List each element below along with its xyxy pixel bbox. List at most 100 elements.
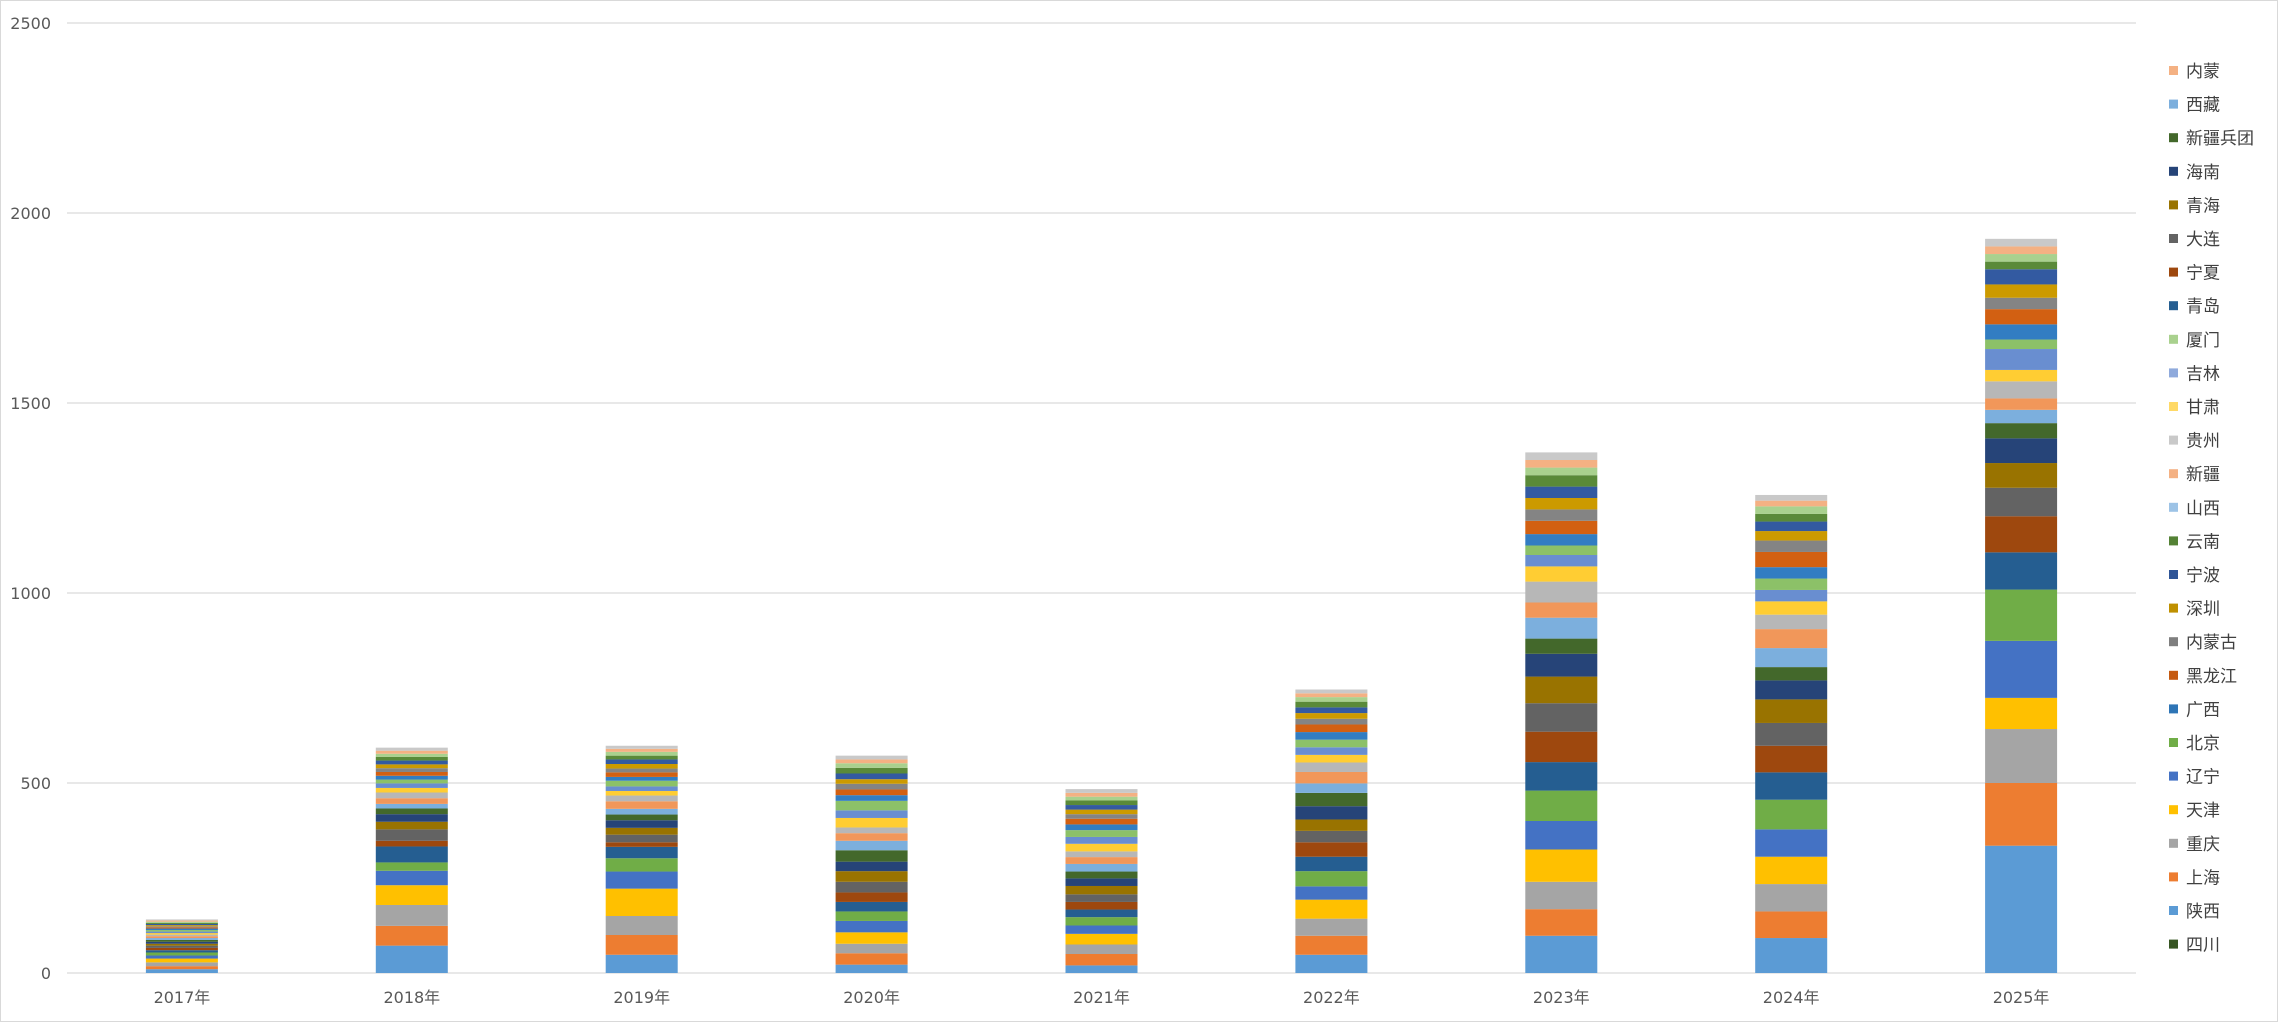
bar-segment [605,827,678,835]
bar-segment [835,840,908,851]
legend-label: 重庆 [2186,835,2220,855]
bar-segment [835,833,908,841]
bar-segment [835,827,908,834]
bar-segment [145,941,218,944]
legend-label: 青岛 [2186,297,2220,317]
legend-label: 青海 [2186,196,2220,216]
bar-segment [1755,494,1828,501]
bar-segment [605,790,678,796]
legend-swatch [2169,200,2178,210]
legend-swatch [2169,402,2178,411]
bar-segment [835,779,908,784]
bar-segment [1525,545,1598,555]
legend-label: 海南 [2186,163,2220,183]
y-axis-tick-labels: 0 500 1000 1500 2000 2500 [10,14,51,983]
bar-segment [605,834,678,843]
bar-segment [1985,438,2058,464]
bar-segment [145,919,218,921]
bar-segment [1295,886,1368,900]
legend-swatch [2169,771,2178,781]
bar-segment [1985,697,2058,730]
bar-segment [1065,917,1138,926]
bar-segment [605,808,678,815]
bar-segment [1985,398,2058,410]
bar-segment [1295,954,1368,973]
bar-segment [1295,697,1368,702]
bar-segment [835,767,908,774]
bar-segment [1985,284,2058,298]
bar-segment [605,795,678,802]
bar-segment [145,930,218,932]
legend-swatch [2169,603,2178,613]
legend-swatch [2169,469,2178,479]
bar-segment [1985,339,2058,350]
bar-segment [1065,933,1138,945]
bar-segment [1295,762,1368,772]
bar-segment [1525,602,1598,618]
bar-segment [1755,799,1828,830]
legend-label: 西藏 [2186,96,2220,116]
bar-segment [1985,463,2058,488]
bar-segment [1755,531,1828,541]
bar-segment [375,862,448,871]
legend-label: 新疆兵团 [2186,129,2254,149]
bar-segment [1525,467,1598,476]
legend-label: 天津 [2186,801,2220,821]
bar-segment [1065,843,1138,852]
bar-segment [1985,324,2058,340]
legend-label: 厦门 [2186,331,2220,351]
bar-segment [1985,423,2058,439]
bar-segment [1525,790,1598,821]
bar-segment [1065,851,1138,858]
x-tick-label: 2021年 [1073,988,1130,1007]
bar-segment [1295,707,1368,714]
bar-segment [1985,487,2058,517]
bar-segment [835,800,908,811]
y-tick-label: 1500 [10,394,51,413]
bar-segment [1065,901,1138,910]
bar-segment [1525,762,1598,791]
legend-label: 上海 [2186,868,2220,888]
bar-segment [1295,771,1368,784]
x-tick-label: 2019年 [613,988,670,1007]
bar-segment [375,829,448,841]
bar-segment [1065,809,1138,815]
x-tick-label: 2020年 [843,988,900,1007]
legend-label: 宁夏 [2186,264,2220,284]
bar-segment [1755,745,1828,773]
bar-segment [605,748,678,752]
bar-segment [1295,718,1368,725]
bar-segment [605,888,678,916]
x-tick-label: 2024年 [1763,988,1820,1007]
legend-label: 贵州 [2186,432,2220,452]
legend-swatch [2169,334,2178,344]
bar-segment [835,817,908,828]
bar-segment [1295,899,1368,919]
y-tick-label: 1000 [10,584,51,603]
bar-segment [375,756,448,761]
bar-segment [1065,796,1138,801]
bar-segment [145,931,218,934]
bar-segment [605,820,678,828]
bar-segment [835,810,908,818]
bar-segment [1065,836,1138,844]
bar-segment [1065,925,1138,934]
bar-segment [1755,722,1828,746]
bar-segment [1065,878,1138,886]
bar-segment [1065,805,1138,810]
legend-swatch [2169,872,2178,882]
bar-segment [1525,566,1598,582]
bar-segment [1065,885,1138,895]
bar-segment [1065,824,1138,831]
bar-segment [605,751,678,756]
bar-segment [1985,516,2058,553]
bar-segment [145,969,218,973]
bar-segment [1065,830,1138,837]
bar-segment [605,858,678,872]
bar-segment [145,926,218,928]
bar-segment [1755,521,1828,532]
bar-segment [145,943,218,946]
bar-segment [605,801,678,809]
bar-segment [1295,935,1368,955]
y-tick-label: 500 [20,774,51,793]
